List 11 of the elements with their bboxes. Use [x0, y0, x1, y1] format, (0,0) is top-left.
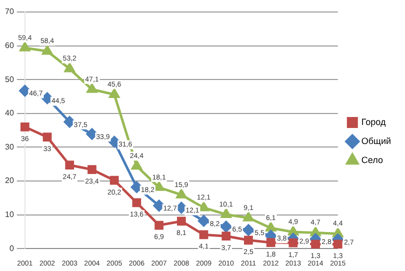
legend-label: Общий: [361, 136, 392, 146]
y-tick-label: 0: [9, 244, 14, 253]
y-tick-label: 40: [4, 108, 14, 118]
y-tick-label: 20: [4, 176, 14, 186]
y-tick-label: 30: [4, 142, 14, 152]
legend-label: Город: [361, 116, 386, 127]
y-tick-label: 10: [4, 210, 14, 220]
y-tick-label: 50: [4, 74, 14, 84]
legend-label: Село: [361, 154, 383, 165]
y-tick-label: 70: [4, 7, 14, 16]
y-tick-label: 60: [4, 41, 14, 50]
